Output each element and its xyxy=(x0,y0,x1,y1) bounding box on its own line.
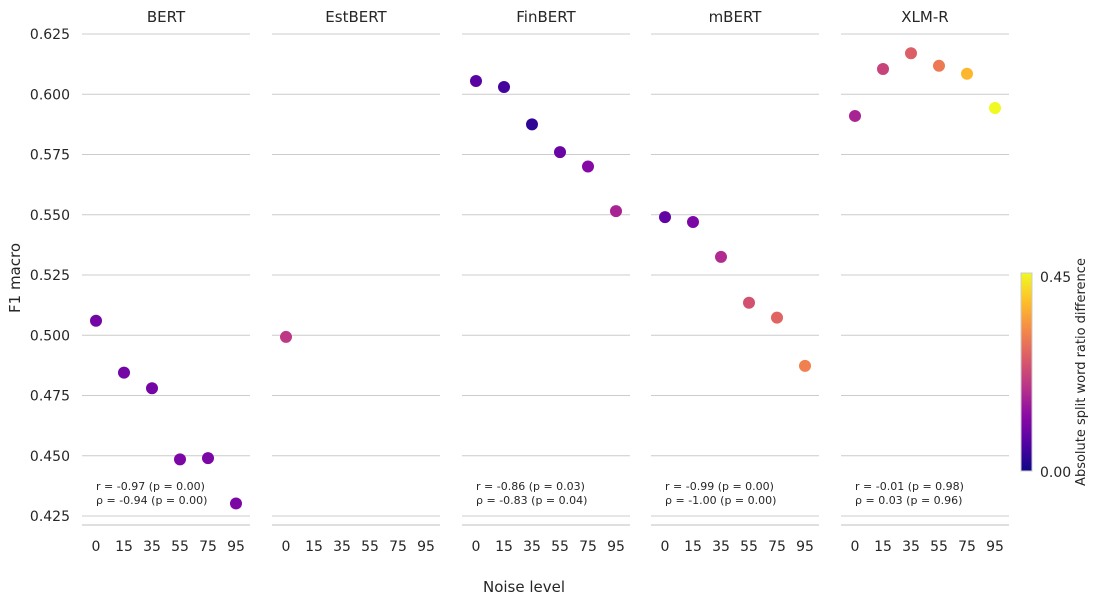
data-point xyxy=(554,146,566,159)
x-tick-label: 0 xyxy=(282,539,291,555)
correlation-annotation: r = -0.01 (p = 0.98) xyxy=(855,480,964,493)
y-tick-label: 0.525 xyxy=(30,268,70,284)
panel-title: BERT xyxy=(147,8,186,26)
data-point xyxy=(90,314,102,327)
data-point xyxy=(146,382,158,395)
x-tick-label: 15 xyxy=(684,539,702,555)
data-point xyxy=(905,47,917,60)
y-tick-label: 0.475 xyxy=(30,389,70,405)
correlation-annotation: ρ = 0.03 (p = 0.96) xyxy=(855,494,962,507)
data-point xyxy=(687,215,699,228)
data-point xyxy=(743,296,755,309)
x-tick-label: 55 xyxy=(171,539,189,555)
panel-xlm-r: XLM-R 0 15 35 55 75 95 r = -0.01 (p = 0.98)ρ = … xyxy=(841,8,1009,555)
correlation-annotation: r = -0.97 (p = 0.00) xyxy=(96,480,205,493)
colorbar-min-label: 0.00 xyxy=(1040,465,1071,481)
x-tick-label: 0 xyxy=(472,539,481,555)
x-tick-label: 0 xyxy=(851,539,860,555)
x-tick-label: 0 xyxy=(92,539,101,555)
data-point xyxy=(498,81,510,94)
x-tick-label: 95 xyxy=(986,539,1004,555)
panel-estbert: EstBERT 0 15 35 55 75 95 xyxy=(272,8,440,555)
y-tick-label: 0.575 xyxy=(30,148,70,164)
x-tick-label: 15 xyxy=(874,539,892,555)
data-point xyxy=(118,366,130,379)
x-tick-label: 75 xyxy=(199,539,217,555)
x-tick-label: 95 xyxy=(607,539,625,555)
x-tick-label: 35 xyxy=(902,539,920,555)
data-point xyxy=(849,109,861,122)
data-point xyxy=(174,453,186,466)
x-tick-label: 15 xyxy=(495,539,513,555)
colorbar-label: Absolute split word ratio difference xyxy=(1074,258,1089,486)
data-point xyxy=(202,452,214,465)
x-tick-label: 75 xyxy=(768,539,786,555)
panel-mbert: mBERT 0 15 35 55 75 95 r = -0.99 (p = 0.00)ρ = … xyxy=(651,8,819,555)
y-tick-label: 0.550 xyxy=(30,208,70,224)
y-tick-label: 0.450 xyxy=(30,449,70,465)
panel-bert: BERT 0 15 35 55 75 95 r = -0.97 (p = 0.00)ρ = -… xyxy=(82,8,250,555)
x-tick-label: 95 xyxy=(796,539,814,555)
colorbar-gradient xyxy=(1020,272,1033,472)
x-tick-label: 95 xyxy=(227,539,245,555)
correlation-annotation: ρ = -0.83 (p = 0.04) xyxy=(476,494,587,507)
panel-title: XLM-R xyxy=(901,8,948,26)
y-axis-label: F1 macro xyxy=(6,243,24,313)
correlation-annotation: r = -0.99 (p = 0.00) xyxy=(665,480,774,493)
correlation-annotation: r = -0.86 (p = 0.03) xyxy=(476,480,585,493)
y-tick-label: 0.625 xyxy=(30,27,70,43)
y-tick-label: 0.600 xyxy=(30,87,70,103)
data-point xyxy=(659,211,671,224)
x-tick-label: 55 xyxy=(930,539,948,555)
x-tick-label: 0 xyxy=(661,539,670,555)
data-point xyxy=(610,205,622,218)
x-tick-label: 75 xyxy=(389,539,407,555)
panel-title: mBERT xyxy=(709,8,763,26)
data-point xyxy=(280,330,292,343)
correlation-annotation: ρ = -1.00 (p = 0.00) xyxy=(665,494,776,507)
data-point xyxy=(799,359,811,372)
x-tick-label: 35 xyxy=(523,539,541,555)
x-tick-label: 75 xyxy=(958,539,976,555)
data-point xyxy=(470,74,482,87)
data-point xyxy=(582,160,594,173)
data-point xyxy=(989,101,1001,114)
panel-title: EstBERT xyxy=(325,8,387,26)
x-axis-label: Noise level xyxy=(483,578,565,596)
data-point xyxy=(961,67,973,80)
panel-title: FinBERT xyxy=(516,8,576,26)
y-tick-label: 0.425 xyxy=(30,509,70,525)
colorbar: 0.45 0.00 Absolute split word ratio diff… xyxy=(1020,258,1089,486)
colorbar-max-label: 0.45 xyxy=(1040,270,1071,286)
data-point xyxy=(933,59,945,72)
data-point xyxy=(715,250,727,263)
panel-finbert: FinBERT 0 15 35 55 75 95 r = -0.86 (p = 0.03)ρ … xyxy=(462,8,630,555)
data-point xyxy=(230,497,242,510)
y-axis: 0.625 0.600 0.575 0.550 0.525 0.500 0.475 0.450… xyxy=(30,27,70,525)
x-tick-label: 55 xyxy=(740,539,758,555)
x-tick-label: 15 xyxy=(305,539,323,555)
x-tick-label: 55 xyxy=(361,539,379,555)
x-tick-label: 55 xyxy=(551,539,569,555)
x-tick-label: 75 xyxy=(579,539,597,555)
x-tick-label: 35 xyxy=(143,539,161,555)
x-tick-label: 95 xyxy=(417,539,435,555)
correlation-annotation: ρ = -0.94 (p = 0.00) xyxy=(96,494,207,507)
data-point xyxy=(771,311,783,324)
data-point xyxy=(877,62,889,75)
y-tick-label: 0.500 xyxy=(30,328,70,344)
x-tick-label: 35 xyxy=(333,539,351,555)
data-point xyxy=(526,118,538,131)
x-tick-label: 35 xyxy=(712,539,730,555)
x-tick-label: 15 xyxy=(115,539,133,555)
